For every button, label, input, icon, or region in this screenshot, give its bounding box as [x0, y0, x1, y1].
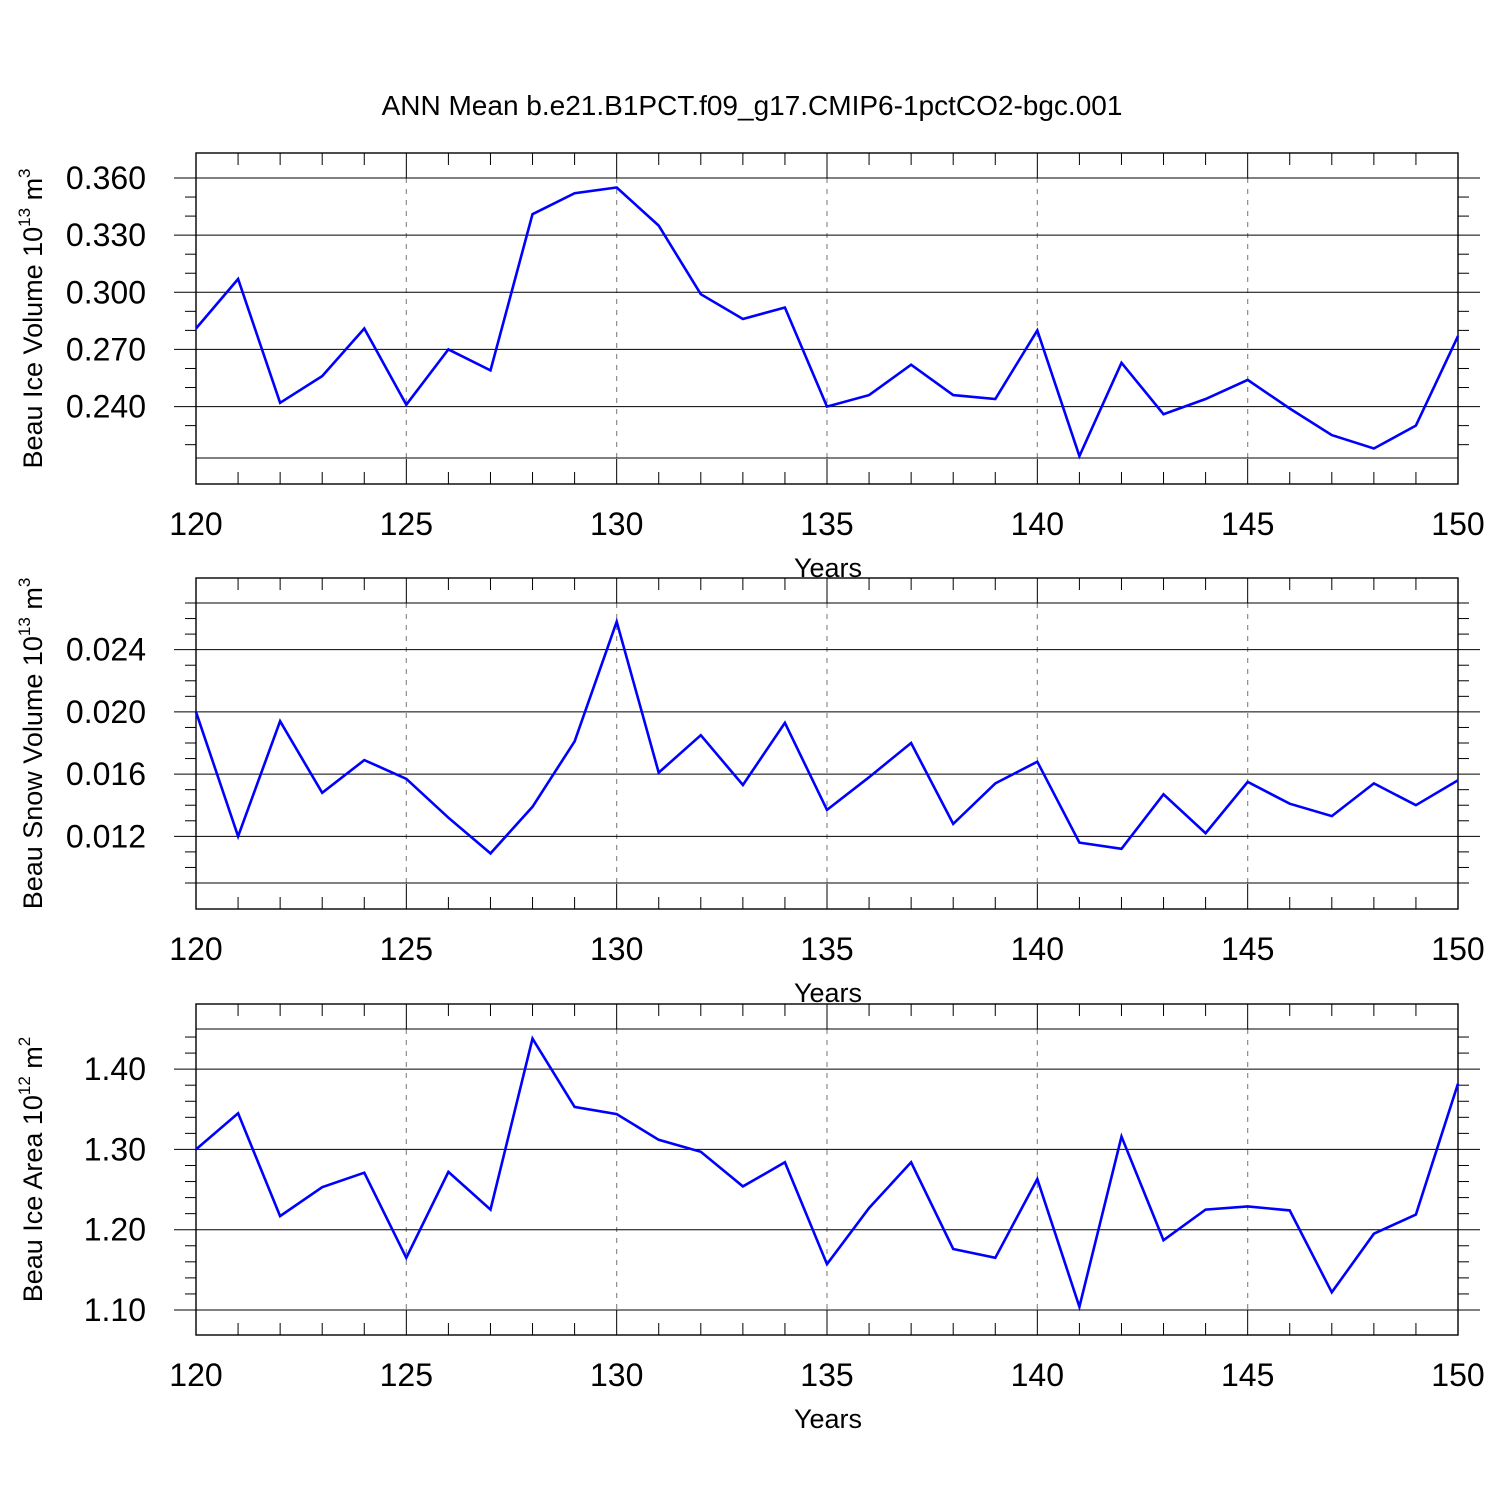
x-axis-label: Years: [794, 978, 862, 1008]
x-tick-label: 135: [800, 931, 853, 967]
y-tick-label: 0.016: [66, 756, 146, 792]
x-tick-label: 135: [800, 506, 853, 542]
y-axis-label: Beau Ice Area 1012 m2: [15, 1037, 48, 1303]
x-tick-label: 140: [1011, 931, 1064, 967]
y-tick-label: 0.240: [66, 389, 146, 425]
panels: 0.240 0.270 0.300 0.330 0.360 120 125 130 135 140…: [15, 152, 1485, 1434]
y-tick-label: 1.30: [84, 1131, 146, 1167]
y-tick-label: 1.20: [84, 1212, 146, 1248]
x-tick-label: 145: [1221, 506, 1274, 542]
chart-panel-1: 0.240 0.270 0.300 0.330 0.360 120 125 130 135 140…: [15, 152, 1485, 583]
y-axis-label: Beau Snow Volume 1013 m3: [15, 578, 48, 910]
y-tick-label: 0.360: [66, 160, 146, 196]
x-tick-label: 145: [1221, 931, 1274, 967]
chart-title: ANN Mean b.e21.B1PCT.f09_g17.CMIP6-1pctC…: [382, 90, 1123, 121]
y-tick-label: 0.020: [66, 694, 146, 730]
x-tick-label: 130: [590, 931, 643, 967]
x-tick-label: 140: [1011, 1357, 1064, 1393]
x-tick-label: 120: [169, 506, 222, 542]
data-series-line: [194, 617, 1459, 856]
y-tick-label: 1.40: [84, 1051, 146, 1087]
x-axis-label: Years: [794, 1404, 862, 1434]
data-series-line: [195, 1035, 1460, 1312]
x-tick-label: 150: [1431, 1357, 1484, 1393]
x-tick-label: 125: [380, 1357, 433, 1393]
x-tick-label: 145: [1221, 1357, 1274, 1393]
y-tick-label: 0.024: [66, 632, 146, 668]
x-tick-label: 150: [1431, 931, 1484, 967]
x-tick-label: 125: [380, 931, 433, 967]
y-tick-label: 0.270: [66, 331, 146, 367]
x-tick-label: 120: [169, 931, 222, 967]
chart-panel-3: 1.10 1.20 1.30 1.40 120 125 130 135 140 145 150 Yea…: [15, 1003, 1485, 1434]
x-tick-label: 125: [380, 506, 433, 542]
y-axis-label: Beau Ice Volume 1013 m3: [15, 168, 48, 468]
x-tick-label: 150: [1431, 506, 1484, 542]
x-tick-label: 140: [1011, 506, 1064, 542]
x-tick-label: 135: [800, 1357, 853, 1393]
y-tick-label: 1.10: [84, 1292, 146, 1328]
y-tick-label: 0.012: [66, 818, 146, 854]
y-tick-label: 0.300: [66, 274, 146, 310]
x-tick-label: 130: [590, 506, 643, 542]
data-series-line: [195, 186, 1460, 460]
y-tick-label: 0.330: [66, 217, 146, 253]
x-tick-label: 120: [169, 1357, 222, 1393]
chart-panel-2: 0.012 0.016 0.020 0.024 120 125 130 135 140 145 15…: [15, 577, 1485, 1008]
x-tick-label: 130: [590, 1357, 643, 1393]
